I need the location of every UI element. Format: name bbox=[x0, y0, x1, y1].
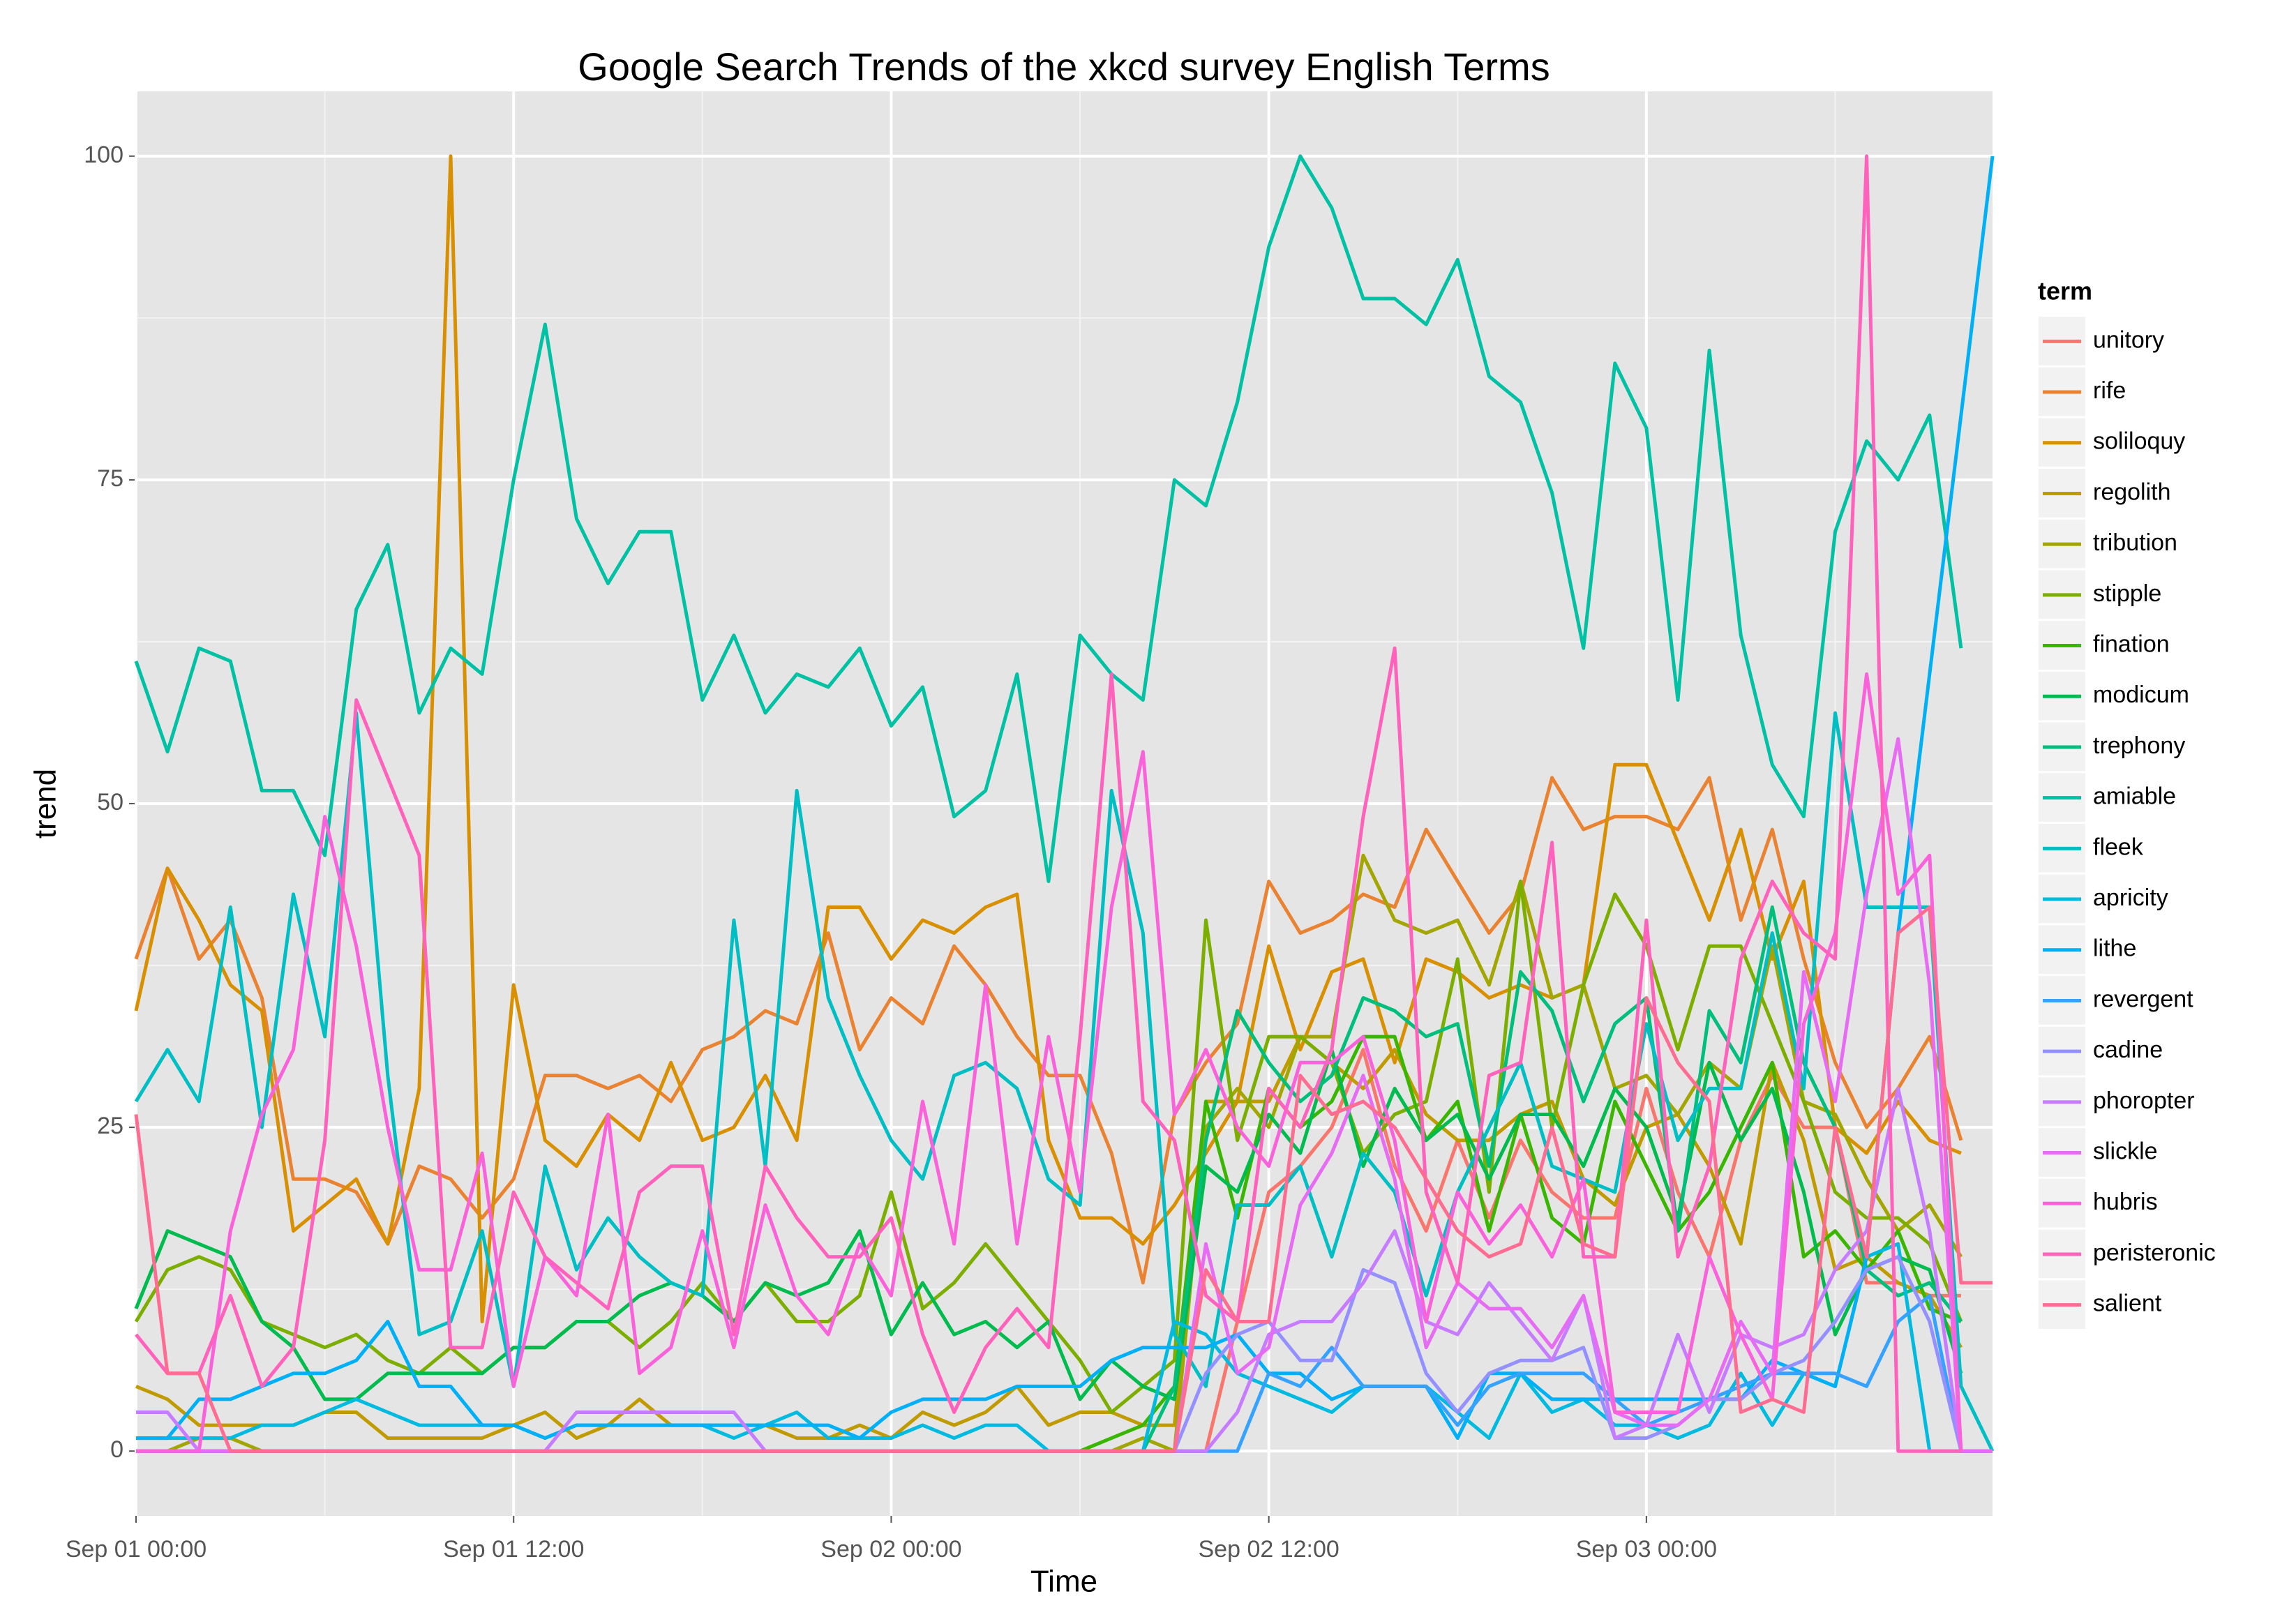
y-tick-label: 100 bbox=[84, 142, 123, 168]
legend-item: stipple bbox=[2037, 569, 2161, 621]
legend-item: lithe bbox=[2037, 924, 2136, 976]
legend-title: term bbox=[2038, 277, 2092, 306]
legend-item: revergent bbox=[2037, 975, 2193, 1026]
legend-item: amiable bbox=[2037, 772, 2176, 824]
x-tick-label: Sep 02 12:00 bbox=[1199, 1536, 1340, 1563]
chart-title: Google Search Trends of the xkcd survey … bbox=[578, 45, 1550, 89]
legend-label: fleek bbox=[2093, 834, 2144, 860]
legend-label: lithe bbox=[2093, 935, 2136, 962]
legend-item: slickle bbox=[2037, 1127, 2158, 1178]
legend-item: phoropter bbox=[2037, 1076, 2195, 1128]
legend-label: regolith bbox=[2093, 479, 2171, 505]
x-tick-label: Sep 01 12:00 bbox=[443, 1536, 584, 1563]
legend-label: apricity bbox=[2093, 885, 2168, 911]
series-line bbox=[134, 1048, 1963, 1401]
legend-item: trephony bbox=[2037, 721, 2185, 773]
legend-label: amiable bbox=[2093, 783, 2176, 810]
legend-item: salient bbox=[2037, 1279, 2162, 1331]
x-axis-title: Time bbox=[1030, 1565, 1097, 1599]
legend-item: soliloquy bbox=[2037, 416, 2185, 469]
legend-label: stipple bbox=[2093, 580, 2161, 607]
series-line bbox=[134, 154, 1962, 1323]
legend-item: apricity bbox=[2037, 873, 2168, 925]
x-tick-label: Sep 02 00:00 bbox=[820, 1536, 961, 1563]
legend-label: modicum bbox=[2093, 682, 2189, 708]
legend-label: rife bbox=[2093, 377, 2126, 404]
series-line bbox=[134, 154, 1963, 883]
legend-label: hubris bbox=[2093, 1189, 2158, 1215]
legend-label: phoropter bbox=[2093, 1088, 2195, 1114]
legend-label: peristeronic bbox=[2093, 1240, 2216, 1266]
legend-label: tribution bbox=[2093, 529, 2177, 556]
y-axis-title: trend bbox=[29, 769, 63, 838]
y-tick-label: 75 bbox=[97, 465, 123, 492]
y-tick-label: 50 bbox=[97, 789, 123, 815]
x-tick-label: Sep 01 00:00 bbox=[66, 1536, 207, 1563]
y-tick-label: 0 bbox=[110, 1436, 123, 1463]
legend-label: unitory bbox=[2093, 326, 2164, 353]
legend-label: revergent bbox=[2093, 986, 2193, 1012]
series-line bbox=[135, 154, 1961, 1453]
y-tick-label: 25 bbox=[97, 1113, 123, 1139]
legend-label: fination bbox=[2093, 631, 2170, 658]
legend-item: peristeronic bbox=[2037, 1228, 2216, 1280]
legend-item: tribution bbox=[2037, 518, 2177, 570]
series-line bbox=[136, 156, 1995, 1440]
legend-item: cadine bbox=[2037, 1025, 2163, 1077]
legend-item: unitory bbox=[2037, 315, 2164, 367]
legend-item: fleek bbox=[2037, 822, 2144, 874]
series-line bbox=[135, 1035, 1963, 1440]
legend-label: trephony bbox=[2093, 732, 2185, 759]
legend-label: cadine bbox=[2093, 1037, 2163, 1063]
legend-label: soliloquy bbox=[2093, 428, 2185, 455]
legend-item: rife bbox=[2037, 366, 2126, 418]
series-line bbox=[134, 905, 1993, 1453]
legend-label: salient bbox=[2093, 1291, 2162, 1317]
legend-item: fination bbox=[2037, 619, 2170, 671]
x-tick-label: Sep 03 00:00 bbox=[1576, 1536, 1717, 1563]
series-line bbox=[136, 672, 1963, 1453]
legend-label: slickle bbox=[2093, 1138, 2158, 1165]
legend-item: modicum bbox=[2037, 670, 2189, 722]
legend-item: hubris bbox=[2037, 1177, 2158, 1229]
